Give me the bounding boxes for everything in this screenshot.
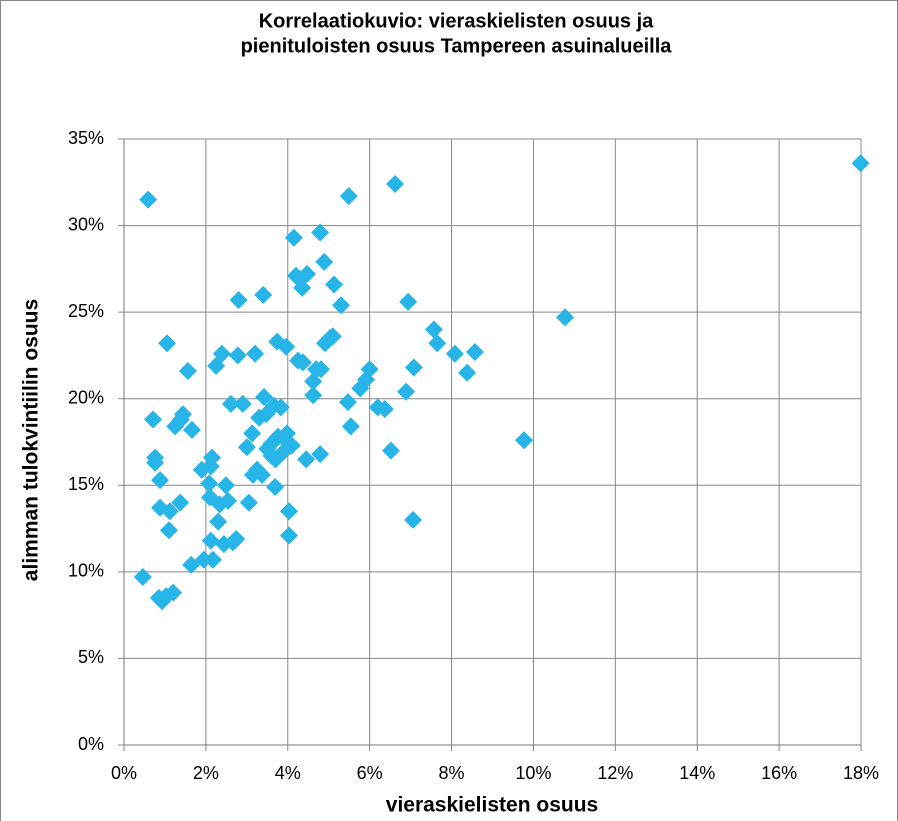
data-point bbox=[293, 278, 312, 297]
data-point bbox=[280, 526, 299, 545]
data-point bbox=[360, 360, 379, 379]
data-point bbox=[218, 491, 237, 510]
data-point bbox=[304, 372, 323, 391]
data-point bbox=[298, 265, 317, 284]
x-tick-label: 4% bbox=[275, 763, 301, 783]
data-point bbox=[323, 327, 342, 346]
y-tick-label: 30% bbox=[68, 214, 104, 234]
data-point bbox=[164, 583, 183, 602]
data-point bbox=[171, 493, 190, 512]
data-point bbox=[157, 334, 176, 353]
data-point bbox=[160, 521, 179, 540]
data-point bbox=[284, 228, 303, 247]
data-point bbox=[458, 363, 477, 382]
data-point bbox=[404, 510, 423, 529]
data-point bbox=[428, 334, 447, 353]
data-point bbox=[254, 285, 273, 304]
data-point bbox=[201, 531, 220, 550]
data-point bbox=[445, 344, 464, 363]
data-point bbox=[386, 175, 405, 194]
data-point bbox=[243, 424, 262, 443]
y-tick-label: 0% bbox=[78, 734, 104, 754]
data-point bbox=[151, 498, 170, 517]
data-point bbox=[227, 529, 246, 548]
data-point bbox=[465, 342, 484, 361]
data-point bbox=[252, 465, 271, 484]
y-tick-label: 15% bbox=[68, 474, 104, 494]
data-point bbox=[216, 476, 235, 495]
x-tick-label: 2% bbox=[193, 763, 219, 783]
y-tick-label: 5% bbox=[78, 647, 104, 667]
x-tick-label: 16% bbox=[761, 763, 797, 783]
data-point bbox=[212, 344, 231, 363]
data-point bbox=[424, 320, 443, 339]
data-point bbox=[266, 478, 285, 497]
data-point bbox=[221, 394, 240, 413]
data-point bbox=[311, 223, 330, 242]
data-point bbox=[338, 393, 357, 412]
data-point bbox=[339, 187, 358, 206]
data-point bbox=[304, 386, 323, 405]
data-point bbox=[555, 308, 574, 327]
data-point bbox=[139, 190, 158, 209]
data-point bbox=[293, 353, 312, 372]
data-point bbox=[271, 398, 290, 417]
y-axis-label: alimman tulokvintiilin osuus bbox=[20, 299, 43, 581]
data-point bbox=[280, 502, 299, 521]
y-tick-label: 10% bbox=[68, 561, 104, 581]
data-point bbox=[851, 154, 870, 173]
data-point bbox=[515, 431, 534, 450]
data-point bbox=[375, 400, 394, 419]
data-point bbox=[209, 512, 228, 531]
x-axis-label: vieraskielisten osuus bbox=[386, 794, 598, 817]
data-point bbox=[146, 448, 165, 467]
data-point bbox=[133, 568, 152, 587]
data-point bbox=[229, 291, 248, 310]
data-point bbox=[397, 382, 416, 401]
x-tick-label: 6% bbox=[357, 763, 383, 783]
data-point bbox=[311, 445, 330, 464]
x-tick-label: 12% bbox=[597, 763, 633, 783]
data-point bbox=[255, 387, 274, 406]
data-point bbox=[325, 275, 344, 294]
data-point bbox=[381, 441, 400, 460]
y-tick-label: 25% bbox=[68, 301, 104, 321]
chart-title: pienituloisten osuus Tampereen asuinalue… bbox=[241, 35, 673, 57]
data-point bbox=[297, 450, 316, 469]
data-point bbox=[282, 436, 301, 455]
data-point bbox=[233, 394, 252, 413]
data-point bbox=[315, 252, 334, 271]
x-tick-label: 10% bbox=[515, 763, 551, 783]
data-point bbox=[237, 438, 256, 457]
data-point bbox=[182, 420, 201, 439]
data-point bbox=[341, 417, 360, 436]
data-point bbox=[332, 296, 351, 315]
data-point bbox=[239, 493, 258, 512]
data-point bbox=[151, 471, 170, 490]
y-tick-label: 35% bbox=[68, 128, 104, 148]
data-point bbox=[311, 360, 330, 379]
data-point bbox=[203, 550, 222, 569]
data-point bbox=[194, 550, 213, 569]
data-point bbox=[277, 337, 296, 356]
x-tick-label: 8% bbox=[439, 763, 465, 783]
y-tick-label: 20% bbox=[68, 387, 104, 407]
data-point bbox=[399, 292, 418, 311]
data-point bbox=[178, 362, 197, 381]
data-point bbox=[160, 502, 179, 521]
data-point bbox=[200, 474, 219, 493]
data-point bbox=[173, 405, 192, 424]
x-tick-label: 18% bbox=[843, 763, 879, 783]
data-point bbox=[228, 346, 247, 365]
chart-title: Korrelaatiokuvio: vieraskielisten osuus … bbox=[259, 10, 654, 32]
x-tick-label: 0% bbox=[111, 763, 137, 783]
data-point bbox=[144, 410, 163, 429]
data-point bbox=[404, 358, 423, 377]
x-tick-label: 14% bbox=[679, 763, 715, 783]
data-point bbox=[203, 448, 222, 467]
data-point bbox=[246, 344, 265, 363]
